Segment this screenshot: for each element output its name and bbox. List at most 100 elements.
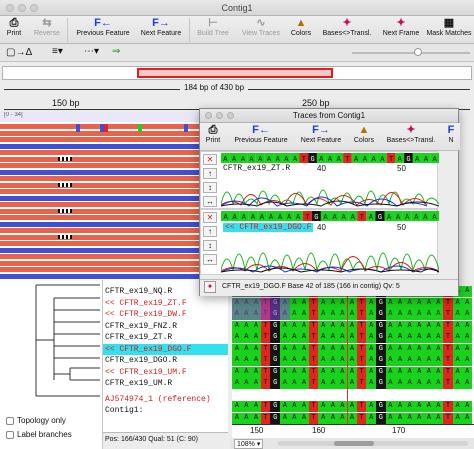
base-cell[interactable]: A <box>328 343 338 355</box>
base-cell[interactable]: A <box>289 378 300 389</box>
base-cell[interactable]: A <box>328 366 338 378</box>
build-tree-button[interactable]: ⊢ Build Tree <box>193 16 233 44</box>
horizontal-scrollbar[interactable] <box>278 441 468 446</box>
base-cell[interactable]: A <box>395 332 405 343</box>
base-cell[interactable]: A <box>241 378 252 389</box>
base-cell[interactable]: A <box>337 355 348 366</box>
base-cell[interactable]: A <box>452 401 463 412</box>
base-cell[interactable]: A <box>395 355 405 366</box>
overview-viewport[interactable] <box>137 68 333 78</box>
read-bar[interactable] <box>0 195 200 201</box>
base-cell[interactable]: A <box>424 297 434 309</box>
base-cell[interactable]: A <box>385 343 396 355</box>
base-cell[interactable]: A <box>433 378 444 389</box>
zoom-select[interactable]: 108% ▾ <box>234 439 264 449</box>
base-cell[interactable]: A <box>385 355 396 366</box>
base-cell[interactable]: A <box>232 343 242 355</box>
base-cell[interactable]: A <box>395 401 405 412</box>
base-cell[interactable]: G <box>376 332 386 343</box>
base-cell[interactable]: G <box>376 343 386 355</box>
base-cell[interactable]: G <box>376 378 386 389</box>
base-cell[interactable]: A <box>414 297 424 309</box>
base-cell[interactable]: A <box>462 332 472 343</box>
traces-next-feature-button[interactable]: F→ Next Feature <box>296 123 346 151</box>
base-cell[interactable]: A <box>414 332 424 343</box>
base-cell[interactable]: A <box>414 320 424 332</box>
name-row[interactable]: CFTR_ex19_NQ.R <box>105 287 173 296</box>
base-cell[interactable]: A <box>337 320 348 332</box>
base-cell[interactable]: A <box>280 343 290 355</box>
base-cell[interactable]: A <box>424 332 434 343</box>
base-cell[interactable]: T <box>443 401 453 412</box>
read-bar[interactable] <box>0 260 200 266</box>
base-cell[interactable]: A <box>328 297 338 309</box>
base-cell[interactable]: A <box>395 366 405 378</box>
base-cell[interactable]: A <box>347 297 357 309</box>
base-cell[interactable]: A <box>452 355 463 366</box>
previous-feature-button[interactable]: F← Previous Feature <box>72 16 134 44</box>
base-cell[interactable]: A <box>241 343 252 355</box>
base-cell[interactable]: A <box>280 320 290 332</box>
base-cell[interactable]: A <box>433 332 444 343</box>
name-row[interactable]: << CFTR_ex19_UM.F <box>105 367 187 377</box>
base-cell[interactable]: A <box>404 378 415 389</box>
base-cell[interactable]: T <box>260 355 271 366</box>
base-cell[interactable]: A <box>232 412 242 424</box>
close-trace-icon[interactable]: ✕ <box>203 154 217 165</box>
base-cell[interactable]: T <box>356 320 367 332</box>
base-cell[interactable]: A <box>347 320 357 332</box>
base-cell[interactable]: T <box>356 297 367 309</box>
close-window-button[interactable] <box>6 4 14 12</box>
next-feature-button[interactable]: F→ Next Feature <box>136 16 186 44</box>
base-cell[interactable]: A <box>414 343 424 355</box>
base-cell[interactable]: A <box>289 309 300 320</box>
base-cell[interactable]: A <box>424 378 434 389</box>
base-cell[interactable]: A <box>241 401 252 412</box>
trace-info-icon[interactable]: ✦ <box>204 281 216 293</box>
toggle-icon[interactable]: ▢→Δ <box>6 47 33 58</box>
base-cell[interactable]: A <box>452 332 463 343</box>
base-cell[interactable]: A <box>232 355 242 366</box>
base-cell[interactable]: A <box>385 309 396 320</box>
base-cell[interactable]: T <box>443 332 453 343</box>
base-cell[interactable]: A <box>452 309 463 320</box>
sort-menu-icon[interactable]: ≡▾ <box>52 46 63 57</box>
base-cell[interactable]: A <box>289 355 300 366</box>
base-cell[interactable]: A <box>424 412 434 424</box>
base-cell[interactable]: A <box>299 309 309 320</box>
base-cell[interactable]: A <box>385 378 396 389</box>
base-cell[interactable]: A <box>232 401 242 412</box>
base-cell[interactable]: A <box>452 320 463 332</box>
base-cell[interactable]: A <box>299 343 309 355</box>
base-cell[interactable]: A <box>289 332 300 343</box>
base-cell[interactable]: A <box>433 366 444 378</box>
base-cell[interactable]: A <box>318 378 328 389</box>
base-cell[interactable]: A <box>299 332 309 343</box>
base-cell[interactable]: T <box>443 366 453 378</box>
base-cell[interactable]: A <box>241 320 252 332</box>
read-bar[interactable] <box>0 182 200 188</box>
read-bar[interactable] <box>0 234 200 240</box>
base-cell[interactable]: A <box>414 309 424 320</box>
base-cell[interactable]: G <box>376 412 386 424</box>
base-cell[interactable]: A <box>251 355 261 366</box>
base-cell[interactable]: T <box>308 412 319 424</box>
base-cell[interactable]: A <box>280 355 290 366</box>
base-cell[interactable]: T <box>356 355 367 366</box>
base-cell[interactable]: T <box>260 401 271 412</box>
name-row[interactable]: CFTR_ex19_UM.R <box>105 379 173 388</box>
view-traces-button[interactable]: ∿ View Traces <box>239 16 283 44</box>
base-cell[interactable]: G <box>376 297 386 309</box>
traces-colors-button[interactable]: ▲ Colors <box>350 123 378 151</box>
base-cell[interactable]: A <box>318 366 328 378</box>
base-cell[interactable]: A <box>241 412 252 424</box>
base-cell[interactable]: A <box>299 320 309 332</box>
base-cell[interactable]: A <box>404 355 415 366</box>
base-cell[interactable]: T <box>260 378 271 389</box>
base-cell[interactable]: A <box>318 412 328 424</box>
base-cell[interactable]: A <box>452 378 463 389</box>
read-bar[interactable] <box>0 221 200 227</box>
base-cell[interactable]: A <box>366 401 376 412</box>
base-cell[interactable]: A <box>328 309 338 320</box>
mask-matches-button[interactable]: ▦ Mask Matches <box>424 16 474 44</box>
